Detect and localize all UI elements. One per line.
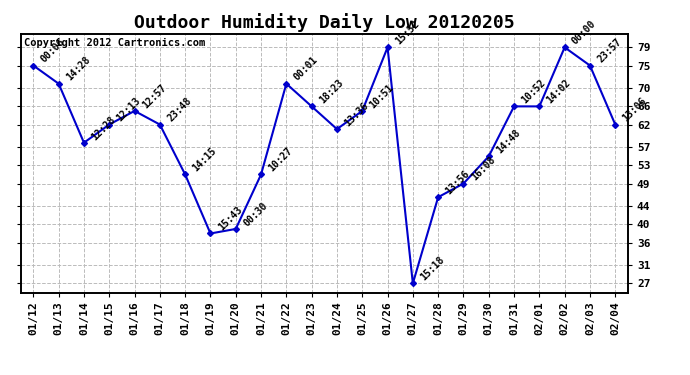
Text: 00:00: 00:00 bbox=[570, 19, 598, 46]
Text: 12:57: 12:57 bbox=[140, 82, 168, 110]
Text: 14:48: 14:48 bbox=[494, 128, 522, 156]
Text: 15:43: 15:43 bbox=[216, 205, 244, 233]
Text: 14:15: 14:15 bbox=[190, 146, 219, 174]
Text: 13:06: 13:06 bbox=[621, 96, 649, 124]
Title: Outdoor Humidity Daily Low 20120205: Outdoor Humidity Daily Low 20120205 bbox=[134, 13, 515, 32]
Text: 10:52: 10:52 bbox=[520, 78, 547, 106]
Text: 00:30: 00:30 bbox=[241, 200, 269, 228]
Text: 16:08: 16:08 bbox=[469, 155, 497, 183]
Text: 14:02: 14:02 bbox=[545, 78, 573, 106]
Text: 10:51: 10:51 bbox=[368, 82, 395, 110]
Text: 00:01: 00:01 bbox=[292, 55, 319, 83]
Text: 10:27: 10:27 bbox=[266, 146, 295, 174]
Text: 14:28: 14:28 bbox=[64, 55, 92, 83]
Text: Copyright 2012 Cartronics.com: Copyright 2012 Cartronics.com bbox=[23, 38, 205, 48]
Text: 23:48: 23:48 bbox=[166, 96, 193, 124]
Text: 15:52: 15:52 bbox=[393, 19, 421, 46]
Text: 13:36: 13:36 bbox=[342, 100, 371, 128]
Text: 13:56: 13:56 bbox=[444, 168, 471, 196]
Text: 12:28: 12:28 bbox=[90, 114, 117, 142]
Text: 15:18: 15:18 bbox=[418, 255, 446, 283]
Text: 12:13: 12:13 bbox=[115, 96, 143, 124]
Text: 23:57: 23:57 bbox=[595, 37, 623, 65]
Text: 00:06: 00:06 bbox=[39, 37, 67, 65]
Text: 18:23: 18:23 bbox=[317, 78, 345, 106]
